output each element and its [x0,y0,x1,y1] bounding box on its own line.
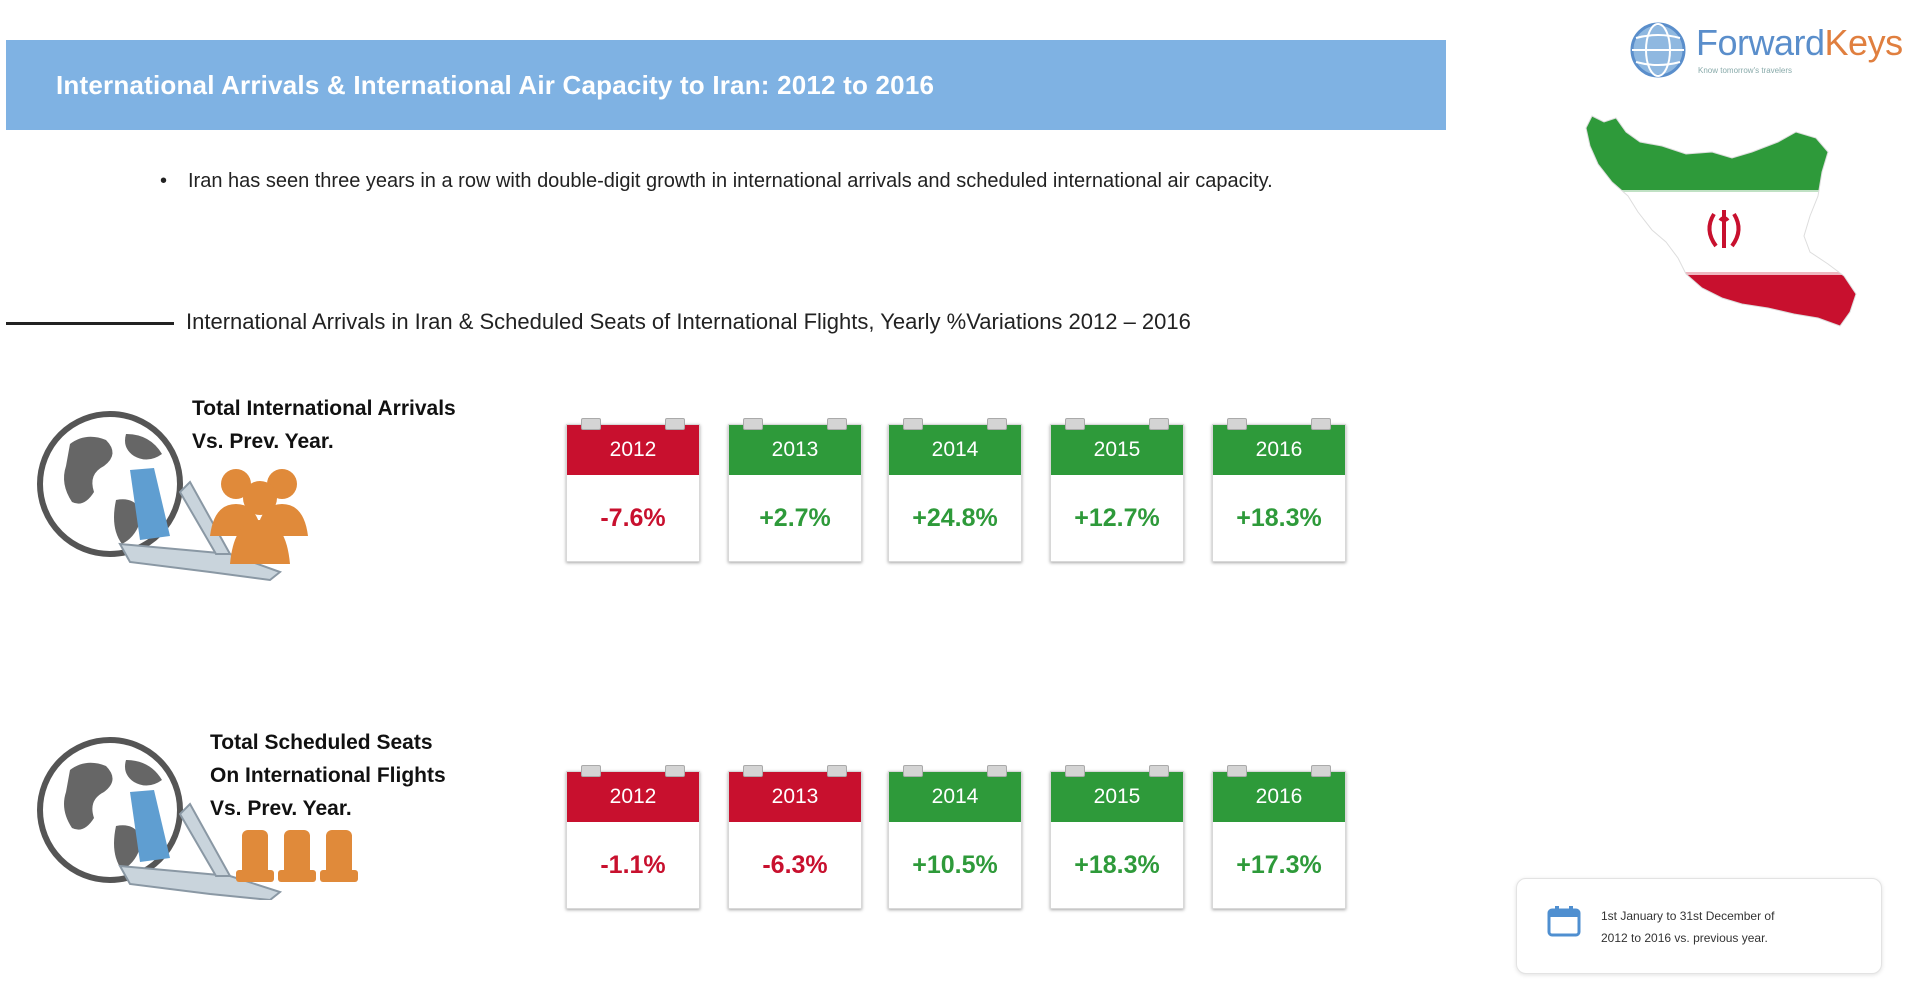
row-arrivals-label: Total International Arrivals Vs. Prev. Y… [192,392,456,458]
calendar-ring-icon [743,418,763,430]
calendar-card: 2014 +24.8% [888,418,1022,562]
bullet-point-icon: • [160,170,168,192]
card-value: -6.3% [762,850,828,879]
iran-flag-map-icon [1585,115,1857,327]
logo-wordmark: ForwardKeys [1696,22,1903,64]
calendar-ring-icon [581,418,601,430]
row-arrivals-label-line1: Total International Arrivals [192,397,456,420]
row-seats-label-line3: Vs. Prev. Year. [210,797,352,820]
card-value: +17.3% [1236,850,1322,879]
globe-plane-seats-icon [37,737,358,900]
date-range-note: 1st January to 31st December of 2012 to … [1516,878,1882,974]
calendar-card: 2012 -1.1% [566,765,700,909]
logo-tagline: Know tomorrow's travelers [1698,66,1792,75]
globe-logo-icon [1630,22,1686,78]
card-value: +12.7% [1074,503,1160,532]
row-seats-label-line1: Total Scheduled Seats [210,731,433,754]
calendar-ring-icon [743,765,763,777]
card-year: 2014 [889,425,1021,475]
calendar-ring-icon [903,418,923,430]
row-seats-label: Total Scheduled Seats On International F… [210,726,446,825]
row-seats-label-line2: On International Flights [210,764,446,787]
section-subtitle: International Arrivals in Iran & Schedul… [186,309,1191,334]
card-value: +10.5% [912,850,998,879]
card-year: 2015 [1051,772,1183,822]
calendar-ring-icon [903,765,923,777]
section-rule [6,322,174,325]
card-value: +18.3% [1074,850,1160,879]
card-year: 2016 [1213,425,1345,475]
calendar-ring-icon [665,765,685,777]
calendar-ring-icon [1149,765,1169,777]
card-value: +18.3% [1236,503,1322,532]
row-arrivals-label-line2: Vs. Prev. Year. [192,430,334,453]
card-year: 2012 [567,772,699,822]
card-year: 2015 [1051,425,1183,475]
note-text: 1st January to 31st December of 2012 to … [1601,905,1861,949]
calendar-ring-icon [1149,418,1169,430]
calendar-icon [1547,906,1581,937]
card-year: 2013 [729,772,861,822]
calendar-card: 2016 +17.3% [1212,765,1346,909]
calendar-card: 2012 -7.6% [566,418,700,562]
note-line2: 2012 to 2016 vs. previous year. [1601,931,1768,945]
calendar-card: 2013 +2.7% [728,418,862,562]
card-value: -7.6% [600,503,666,532]
calendar-card: 2016 +18.3% [1212,418,1346,562]
calendar-ring-icon [581,765,601,777]
calendar-ring-icon [1311,418,1331,430]
calendar-ring-icon [827,418,847,430]
calendar-ring-icon [1065,418,1085,430]
card-value: -1.1% [600,850,666,879]
calendar-card: 2014 +10.5% [888,765,1022,909]
calendar-ring-icon [987,765,1007,777]
calendar-card: 2015 +18.3% [1050,765,1184,909]
calendar-ring-icon [987,418,1007,430]
card-year: 2012 [567,425,699,475]
calendar-ring-icon [1227,418,1247,430]
calendar-ring-icon [665,418,685,430]
forwardkeys-logo: ForwardKeys Know tomorrow's travelers [1630,18,1903,82]
card-value: +2.7% [759,503,831,532]
summary-bullet: • Iran has seen three years in a row wit… [160,165,1280,198]
logo-name-forward: Forward [1696,22,1825,63]
summary-text: Iran has seen three years in a row with … [188,170,1273,192]
page-title: International Arrivals & International A… [56,69,935,100]
calendar-ring-icon [1227,765,1247,777]
note-line1: 1st January to 31st December of [1601,909,1775,923]
calendar-ring-icon [827,765,847,777]
card-year: 2014 [889,772,1021,822]
calendar-ring-icon [1311,765,1331,777]
logo-name-keys: Keys [1824,22,1904,63]
calendar-ring-icon [1065,765,1085,777]
calendar-card: 2013 -6.3% [728,765,862,909]
card-year: 2016 [1213,772,1345,822]
title-band: International Arrivals & International A… [6,40,1446,130]
calendar-card: 2015 +12.7% [1050,418,1184,562]
globe-plane-people-icon [37,411,308,582]
card-value: +24.8% [912,503,998,532]
card-year: 2013 [729,425,861,475]
